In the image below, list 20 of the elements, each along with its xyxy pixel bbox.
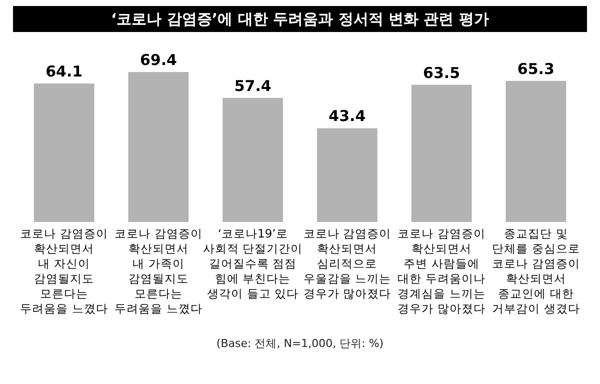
x-tick-label: ‘코로나19’로 사회적 단절기간이 길어질수록 점점 힘에 부친다는 생각이 들고 있다 [202, 226, 303, 300]
text: (Base: 전체, N=1,000, 단위: %) [215, 336, 385, 351]
data-label: 63.5 [423, 64, 460, 82]
data-label: 43.4 [328, 107, 366, 126]
bar [411, 84, 472, 222]
x-tick-label: 코로나 감염증이 확산되면서 내 자신이 감염될지도 모른다는 두려움을 느꼈다 [20, 226, 108, 316]
bar [222, 98, 284, 222]
x-tick-label: 종교집단 및 단체를 중심으로 코로나 감염증이 확산되면서 종교인에 대한 거부감이 생겼다 [492, 226, 580, 316]
bar [34, 83, 94, 222]
data-label: 69.4 [140, 51, 177, 69]
data-label: 64.1 [46, 62, 83, 80]
data-label: 57.4 [234, 76, 272, 95]
bar [128, 72, 189, 222]
x-tick-label: 코로나 감염증이 확산되면서 심리적으로 우울감을 느끼는 경우가 많아졌다 [303, 226, 392, 300]
data-label: 65.3 [517, 60, 554, 78]
bar [506, 80, 566, 222]
chart-title: ‘코로나 감염증’에 대한 두려움과 정서적 변화 관련 평가 [13, 6, 587, 32]
x-tick-label: 코로나 감염증이 확산되면서 내 가족이 감염될지도 모른다는 두려움을 느꼈다 [114, 226, 202, 316]
x-tick-label: 코로나 감염증이 확산되면서 주변 사람들에 대한 두려움이나 경계심을 느끼는 경우가 많아졌다 [398, 226, 486, 316]
bar [316, 128, 378, 222]
